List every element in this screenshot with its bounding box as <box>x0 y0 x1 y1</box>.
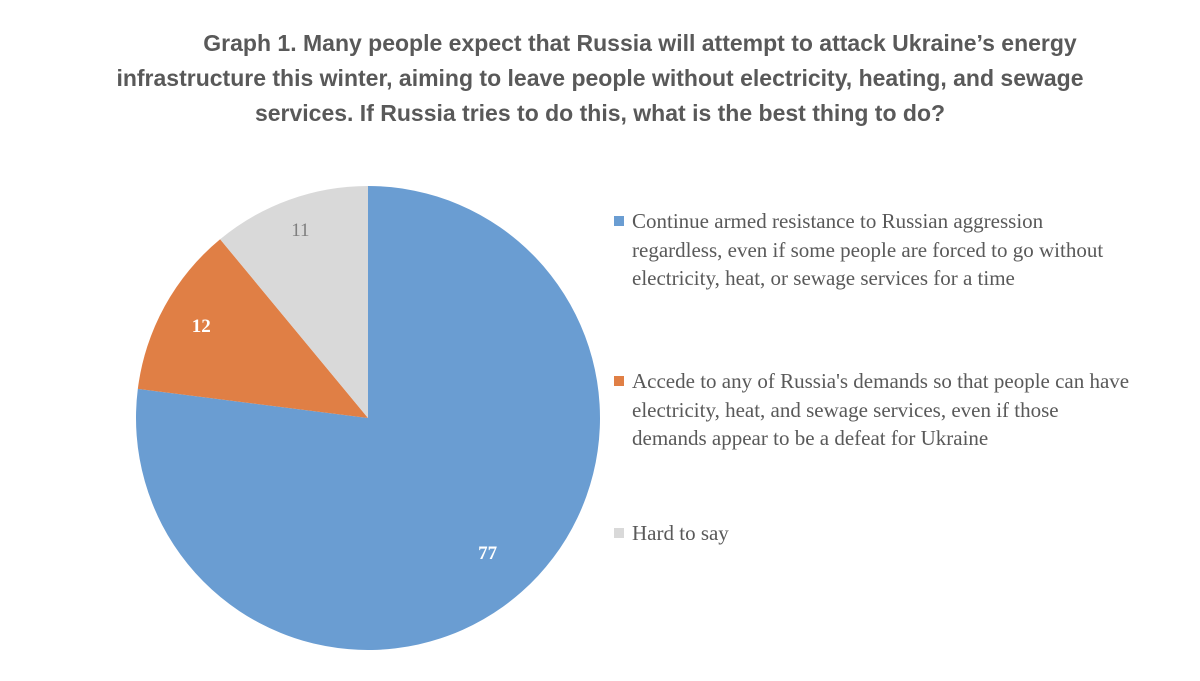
data-label-accede-demands: 12 <box>192 316 211 337</box>
data-label-continue-resistance: 77 <box>478 543 498 564</box>
legend-label-continue-resistance: Continue armed resistance to Russian agg… <box>632 209 1104 290</box>
legend-label-accede-demands: Accede to any of Russia's demands so tha… <box>632 369 1130 450</box>
legend-label-hard-to-say: Hard to say <box>632 521 729 545</box>
chart-title-line-1: Graph 1. Many people expect that Russia … <box>203 30 1077 56</box>
legend-swatch-hard-to-say <box>614 528 624 538</box>
legend-swatch-continue-resistance <box>614 216 624 226</box>
pie-slices <box>135 186 601 650</box>
pie-slice-accede-demands <box>137 239 368 418</box>
chart-title-line-2: infrastructure this winter, aiming to le… <box>116 65 1084 91</box>
legend-swatch-accede-demands <box>614 376 624 386</box>
data-label-hard-to-say: 11 <box>291 220 309 241</box>
legend-entry-hard-to-say: Hard to say <box>614 519 1134 548</box>
legend-entry-continue-resistance: Continue armed resistance to Russian agg… <box>614 207 1134 293</box>
legend-entry-accede-demands: Accede to any of Russia's demands so tha… <box>614 367 1134 453</box>
pie-data-labels: 77 12 11 <box>192 220 498 564</box>
chart-title: Graph 1. Many people expect that Russia … <box>40 26 1160 131</box>
pie-slice-hard-to-say <box>220 186 368 418</box>
chart-title-line-3: services. If Russia tries to do this, wh… <box>254 100 946 126</box>
